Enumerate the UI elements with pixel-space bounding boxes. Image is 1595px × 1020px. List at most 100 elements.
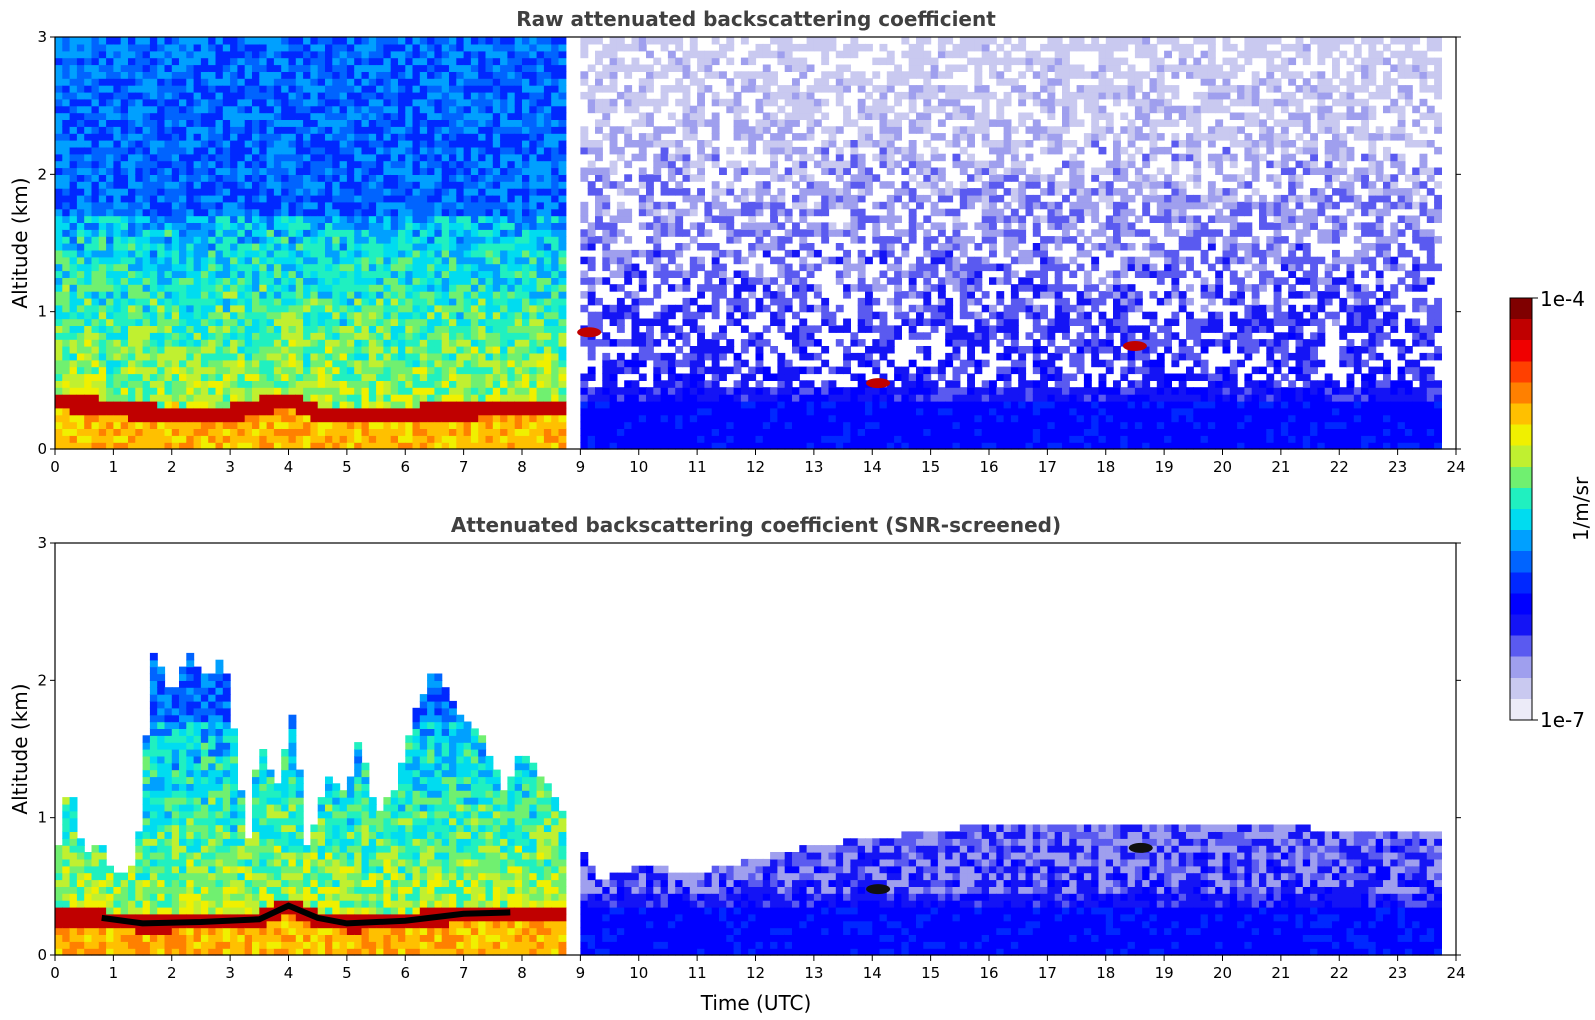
heatmap-cell	[376, 256, 384, 265]
heatmap-cell	[551, 366, 560, 375]
heatmap-cell	[106, 387, 114, 395]
heatmap-cell	[230, 311, 238, 320]
heatmap-cell	[689, 105, 698, 114]
heatmap-cell	[492, 387, 501, 395]
heatmap-cell	[303, 98, 311, 107]
heatmap-cell	[660, 352, 669, 361]
heatmap-cell	[689, 318, 698, 326]
heatmap-cell	[142, 71, 151, 79]
heatmap-cell	[354, 421, 363, 429]
heatmap-cell	[91, 153, 100, 162]
heatmap-cell	[157, 352, 166, 361]
heatmap-cell	[339, 50, 348, 59]
heatmap-cell	[128, 105, 136, 114]
heatmap-cell	[500, 256, 508, 265]
heatmap-cell	[558, 91, 567, 100]
heatmap-cell	[259, 277, 268, 285]
heatmap-cell	[449, 112, 457, 120]
heatmap-cell	[55, 105, 63, 114]
heatmap-cell	[595, 153, 603, 162]
heatmap-cell	[478, 194, 487, 203]
heatmap-cell	[288, 325, 297, 333]
heatmap-cell	[128, 236, 136, 244]
heatmap-cell	[697, 380, 705, 388]
heatmap-cell	[273, 85, 282, 93]
heatmap-cell	[171, 366, 180, 375]
heatmap-cell	[69, 78, 78, 86]
heatmap-cell	[55, 277, 63, 285]
heatmap-cell	[354, 277, 363, 285]
heatmap-cell	[106, 428, 114, 436]
heatmap-cell	[463, 435, 472, 443]
heatmap-cell	[157, 325, 166, 333]
heatmap-cell	[215, 64, 224, 72]
heatmap-cell	[602, 394, 611, 402]
heatmap-cell	[536, 407, 545, 416]
heatmap-cell	[390, 428, 399, 436]
heatmap-cell	[631, 366, 640, 375]
heatmap-cell	[135, 346, 144, 354]
heatmap-cell	[62, 229, 71, 237]
heatmap-cell	[449, 400, 457, 409]
heatmap-cell	[660, 394, 669, 402]
heatmap-cell	[186, 174, 195, 182]
heatmap-cell	[149, 153, 158, 162]
heatmap-cell	[317, 57, 326, 66]
heatmap-cell	[456, 50, 465, 59]
heatmap-cell	[529, 304, 538, 313]
heatmap-cell	[69, 304, 78, 313]
heatmap-cell	[332, 291, 341, 299]
heatmap-cell	[128, 133, 136, 141]
heatmap-cell	[222, 181, 231, 189]
heatmap-cell	[398, 50, 406, 59]
heatmap-cell	[98, 387, 107, 395]
heatmap-cell	[149, 243, 158, 251]
heatmap-cell	[492, 263, 501, 272]
heatmap-cell	[427, 297, 435, 306]
heatmap-cell	[485, 277, 494, 285]
heatmap-cell	[711, 359, 720, 368]
heatmap-cell	[441, 318, 450, 326]
heatmap-cell	[128, 37, 136, 45]
heatmap-cell	[449, 256, 457, 265]
heatmap-cell	[55, 442, 63, 450]
heatmap-cell	[325, 325, 333, 333]
heatmap-cell	[193, 112, 202, 120]
heatmap-cell	[368, 112, 377, 120]
heatmap-cell	[522, 201, 530, 210]
heatmap-cell	[230, 236, 238, 244]
heatmap-cell	[55, 304, 63, 313]
heatmap-cell	[157, 249, 166, 258]
heatmap-cell	[259, 188, 268, 196]
heatmap-cell	[179, 373, 187, 381]
heatmap-cell	[346, 119, 355, 127]
heatmap-cell	[646, 78, 654, 86]
heatmap-cell	[507, 332, 516, 340]
heatmap-cell	[616, 407, 625, 416]
heatmap-cell	[149, 270, 158, 278]
heatmap-cell	[128, 263, 136, 272]
heatmap-cell	[222, 400, 231, 409]
heatmap-cell	[463, 188, 472, 196]
heatmap-cell	[646, 442, 654, 450]
heatmap-cell	[412, 263, 421, 272]
heatmap-cell	[157, 133, 166, 141]
heatmap-cell	[273, 37, 282, 45]
heatmap-cell	[595, 442, 603, 450]
heatmap-cell	[84, 153, 93, 162]
heatmap-cell	[434, 339, 443, 347]
heatmap-cell	[237, 373, 246, 381]
heatmap-cell	[230, 256, 238, 265]
heatmap-cell	[266, 304, 275, 313]
heatmap-cell	[76, 229, 85, 237]
heatmap-cell	[595, 105, 603, 114]
heatmap-cell	[252, 181, 260, 189]
heatmap-cell	[237, 366, 246, 375]
heatmap-cell	[171, 284, 180, 292]
heatmap-cell	[171, 373, 180, 381]
heatmap-cell	[200, 311, 209, 320]
heatmap-cell	[76, 407, 85, 416]
heatmap-cell	[208, 332, 217, 340]
heatmap-cell	[383, 57, 392, 66]
heatmap-cell	[208, 270, 217, 278]
